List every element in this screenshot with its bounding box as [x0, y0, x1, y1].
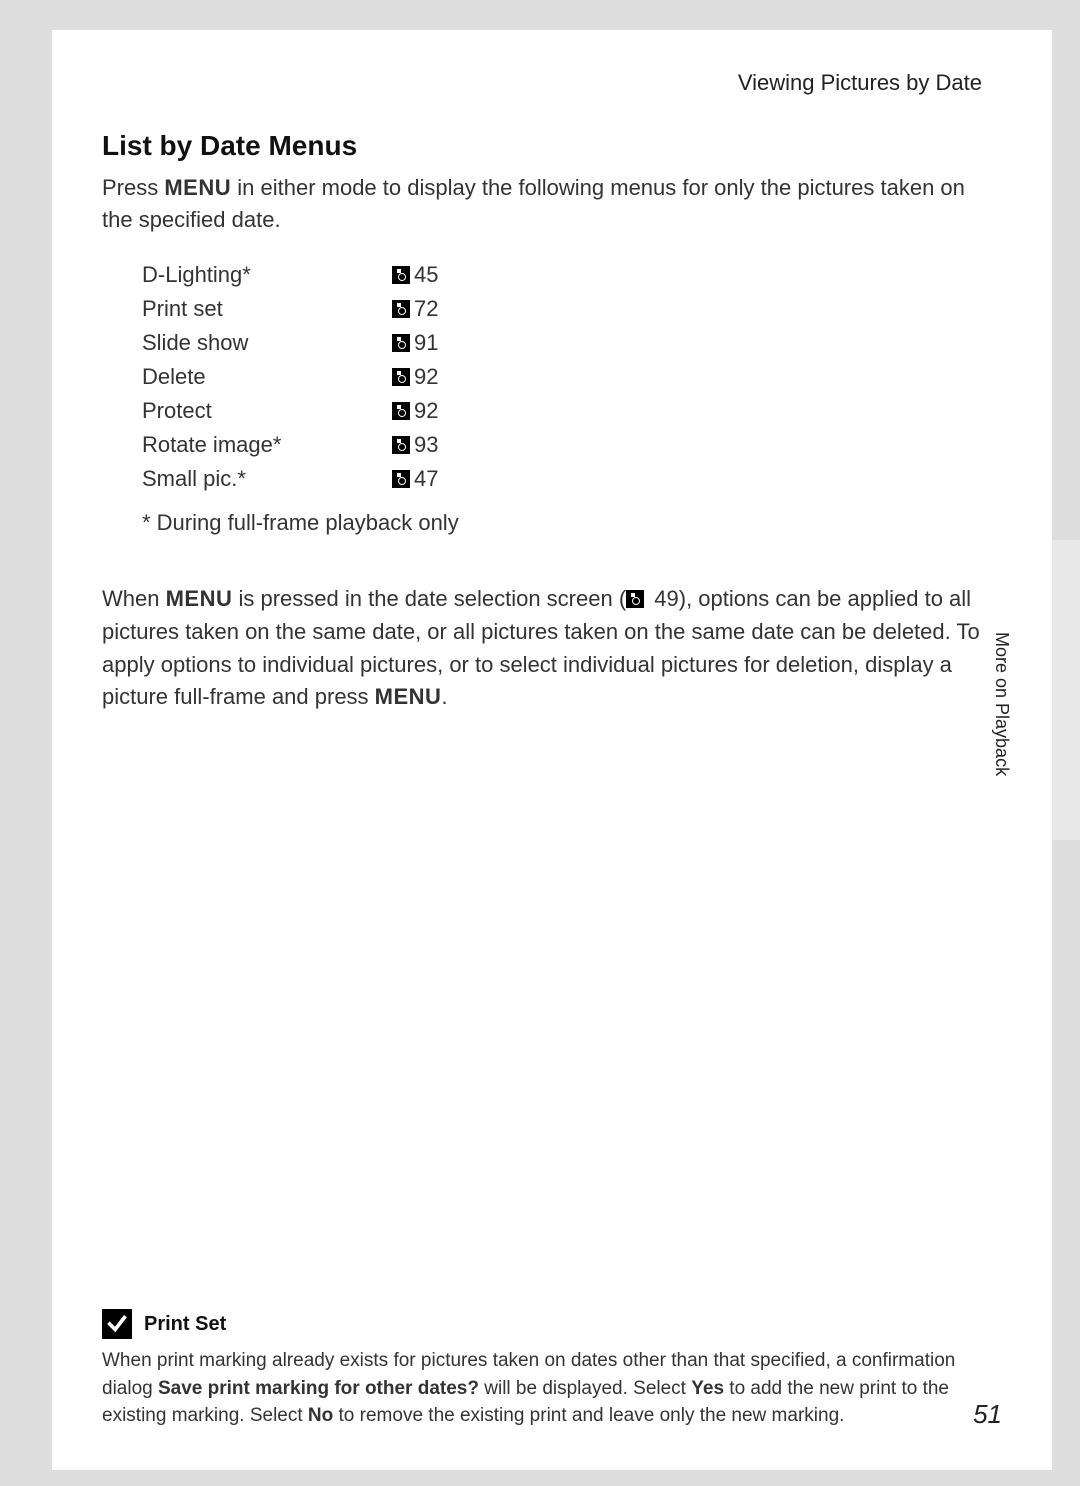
menu-item-page: 93 — [414, 428, 438, 462]
note-text: to remove the existing print and leave o… — [333, 1405, 844, 1426]
menu-item-label: Rotate image* — [142, 428, 392, 462]
menu-row: Small pic.* 47 — [142, 462, 992, 496]
header-title: Viewing Pictures by Date — [102, 70, 982, 96]
intro-text-before: Press — [102, 175, 164, 200]
note-block: Print Set When print marking already exi… — [102, 1309, 982, 1430]
menu-row: Print set 72 — [142, 292, 992, 326]
menu-item-page: 45 — [414, 258, 438, 292]
ref-page: 49 — [654, 586, 678, 611]
page-ref-icon — [392, 368, 410, 386]
menu-label: MENU — [375, 684, 442, 709]
menu-row: Protect 92 — [142, 394, 992, 428]
note-bold: Save print marking for other dates? — [158, 1378, 479, 1399]
menu-item-label: Print set — [142, 292, 392, 326]
page-ref-icon — [392, 436, 410, 454]
note-header: Print Set — [102, 1309, 982, 1339]
menu-item-label: Small pic.* — [142, 462, 392, 496]
menu-item-page: 72 — [414, 292, 438, 326]
menu-item-label: D-Lighting* — [142, 258, 392, 292]
page-number: 51 — [973, 1399, 1002, 1430]
menu-label: MENU — [166, 586, 233, 611]
footnote: * During full-frame playback only — [142, 506, 992, 539]
note-bold: Yes — [691, 1378, 724, 1399]
menu-label: MENU — [164, 175, 231, 200]
page-content: Viewing Pictures by Date List by Date Me… — [52, 30, 1052, 1470]
para-text: . — [441, 684, 447, 709]
menu-item-label: Slide show — [142, 326, 392, 360]
check-icon — [102, 1309, 132, 1339]
page-ref-icon — [392, 470, 410, 488]
side-tab — [1050, 540, 1080, 840]
page-ref-icon — [392, 300, 410, 318]
page-ref-icon — [392, 402, 410, 420]
page-ref-icon — [392, 266, 410, 284]
menu-row: Delete 92 — [142, 360, 992, 394]
menu-item-page: 92 — [414, 394, 438, 428]
page-ref-icon — [626, 590, 644, 608]
intro-paragraph: Press MENU in either mode to display the… — [102, 172, 992, 236]
body-paragraph: When MENU is pressed in the date selecti… — [102, 583, 992, 713]
menu-row: D-Lighting* 45 — [142, 258, 992, 292]
note-title: Print Set — [144, 1313, 226, 1336]
menu-list: D-Lighting* 45 Print set 72 Slide show 9… — [142, 258, 992, 497]
para-text: When — [102, 586, 166, 611]
intro-text-after: in either mode to display the following … — [102, 175, 965, 232]
menu-row: Slide show 91 — [142, 326, 992, 360]
menu-item-page: 91 — [414, 326, 438, 360]
menu-item-label: Delete — [142, 360, 392, 394]
section-title: List by Date Menus — [102, 130, 992, 162]
note-body: When print marking already exists for pi… — [102, 1347, 982, 1430]
menu-item-page: 92 — [414, 360, 438, 394]
side-label: More on Playback — [991, 632, 1012, 776]
menu-row: Rotate image* 93 — [142, 428, 992, 462]
menu-item-page: 47 — [414, 462, 438, 496]
page-ref-icon — [392, 334, 410, 352]
note-text: will be displayed. Select — [479, 1378, 691, 1399]
menu-item-label: Protect — [142, 394, 392, 428]
note-bold: No — [308, 1405, 333, 1426]
para-text: is pressed in the date selection screen … — [232, 586, 626, 611]
